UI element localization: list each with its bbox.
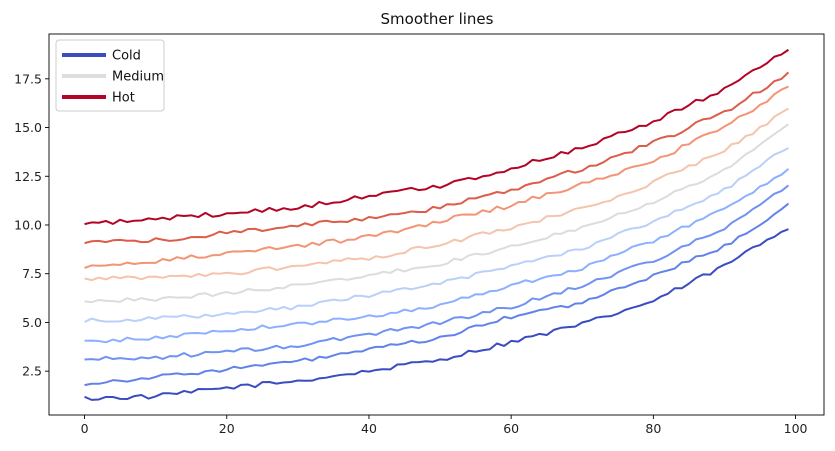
legend-label-hot: Hot [112, 91, 135, 106]
series-line-5 [84, 147, 789, 323]
series-line-7 [84, 107, 789, 282]
y-tick-label: 2.5 [22, 364, 42, 379]
plot-area: 0 20 40 60 80 100 2.5 5.0 7.5 10.0 12.5 15.0 17.5 [14, 33, 825, 436]
y-axis: 2.5 5.0 7.5 10.0 12.5 15.0 17.5 [14, 71, 49, 379]
series-line-1 [84, 228, 789, 401]
y-tick-label: 17.5 [14, 71, 42, 86]
series-line-4 [84, 168, 790, 344]
y-tick-label: 12.5 [14, 169, 42, 184]
axes-frame [48, 33, 825, 416]
series-layer [84, 48, 790, 401]
legend: Cold Medium Hot [55, 39, 165, 112]
series-line-10 [84, 48, 790, 226]
y-tick-label: 15.0 [14, 120, 42, 135]
legend-label-medium: Medium [112, 70, 164, 85]
y-tick-label: 10.0 [14, 217, 42, 232]
series-line-2 [84, 202, 790, 387]
x-tick-label: 0 [81, 421, 89, 436]
series-line-8 [84, 85, 789, 269]
chart-title: Smoother lines [381, 10, 494, 28]
series-line-6 [84, 123, 790, 304]
x-tick-label: 60 [503, 421, 519, 436]
legend-label-cold: Cold [112, 49, 141, 64]
x-tick-label: 20 [219, 421, 235, 436]
series-line-3 [84, 184, 790, 361]
x-tick-label: 100 [784, 421, 808, 436]
series-line-9 [84, 71, 790, 245]
y-tick-label: 7.5 [22, 266, 42, 281]
x-tick-label: 40 [361, 421, 377, 436]
x-tick-label: 80 [645, 421, 661, 436]
legend-box [55, 39, 165, 112]
x-axis: 0 20 40 60 80 100 [81, 415, 808, 436]
y-tick-label: 5.0 [22, 315, 42, 330]
